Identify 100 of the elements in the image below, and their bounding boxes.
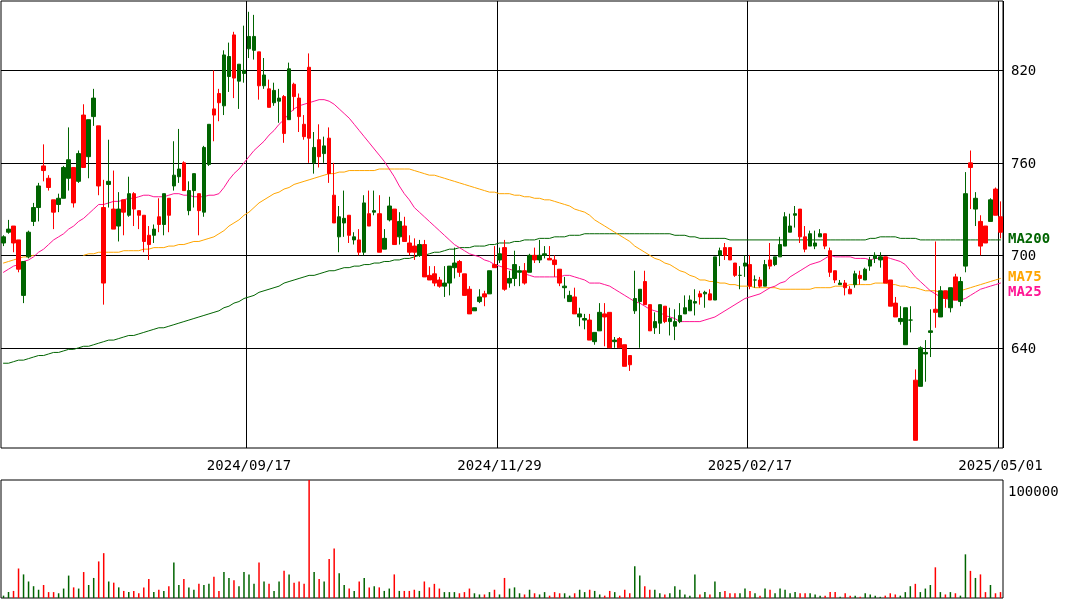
candlestick [592,331,597,346]
candlestick [327,126,331,184]
candlestick [232,31,236,99]
candlestick [121,199,126,236]
candlestick [312,131,316,175]
candlestick [758,276,762,289]
x-tick-label: 2024/09/17 [206,457,292,473]
candlestick [46,174,51,192]
candlestick [487,270,492,295]
candlestick [988,197,993,222]
candlestick [663,305,667,324]
candlestick [738,265,742,290]
candlestick [968,150,973,210]
candlestick [51,199,56,230]
candlestick [106,139,111,209]
candlestick [21,260,26,304]
candlestick [913,368,918,441]
text: 100000 [1008,483,1059,499]
candlestick [868,256,872,272]
candlestick [282,94,286,144]
candlestick [993,187,998,216]
y-tick-label: 820 [1011,62,1037,79]
candlestick [522,262,527,286]
candlestick [938,285,943,318]
candlestick [472,307,477,312]
candlestick [958,276,963,307]
x-tick-label: 2024/11/29 [457,457,542,473]
candlestick [132,191,136,227]
candlestick [763,259,767,287]
candlestick [397,211,402,246]
candlestick [357,228,361,256]
candlestick [287,62,291,121]
candlestick [127,176,131,218]
y-tick-label: 760 [1011,154,1037,171]
candlestick [587,313,592,341]
candlestick [743,254,747,278]
candlestick [297,92,301,133]
candlestick [86,119,91,179]
candlestick [703,290,707,309]
candlestick [157,197,161,233]
candlestick [497,247,502,264]
candlestick [262,57,266,90]
candlestick [863,267,867,281]
series-label: MA75 [1008,268,1042,285]
candlestick [562,276,567,299]
candlestick [76,150,81,184]
candlestick [6,219,11,235]
candlestick [612,336,617,349]
candlestick [572,287,577,315]
candlestick [367,190,371,227]
candlestick [858,270,862,286]
candlestick [212,69,216,142]
candlestick [843,279,847,296]
candlestick [217,88,221,122]
candlestick [26,230,31,259]
candlestick [377,194,382,253]
y-tick-label: 700 [1011,247,1037,264]
candlestick [848,285,852,295]
candlestick [152,224,156,244]
candlestick [928,308,933,358]
series-label: MA200 [1008,229,1051,246]
candlestick [182,160,186,192]
x-tick-label: 2025/02/17 [707,457,793,473]
candlestick [41,143,46,182]
candlestick [162,193,166,236]
candlestick [81,103,86,168]
candlestick [1,234,6,247]
candlestick [527,253,532,273]
candlestick [382,228,387,250]
candlestick [317,123,321,168]
candlestick [116,191,121,242]
candlestick [953,273,958,301]
candlestick [532,247,537,264]
candlestick [973,191,978,227]
candlestick [417,239,422,258]
candlestick [998,200,1003,239]
candlestick [557,268,562,287]
candlestick [101,179,106,306]
x-tick-label: 2025/05/01 [958,457,1043,473]
candlestick [793,205,797,229]
candlestick [392,208,397,246]
candlestick [292,82,296,111]
candlestick [768,242,772,270]
candlestick [748,254,752,290]
candlestick [482,290,487,307]
candlestick [197,193,201,236]
candlestick [332,162,336,224]
series-label: MA25 [1008,283,1042,300]
candlestick [933,240,938,329]
candlestick [853,270,857,289]
candlestick [733,262,737,278]
y-tick-label: 640 [1011,339,1037,356]
candlestick [111,170,116,230]
candlestick [567,290,572,303]
candlestick [597,302,602,332]
candlestick [718,247,722,267]
candlestick [477,288,482,304]
candlestick [753,274,757,289]
candlestick [257,51,261,101]
candlestick [492,245,497,269]
